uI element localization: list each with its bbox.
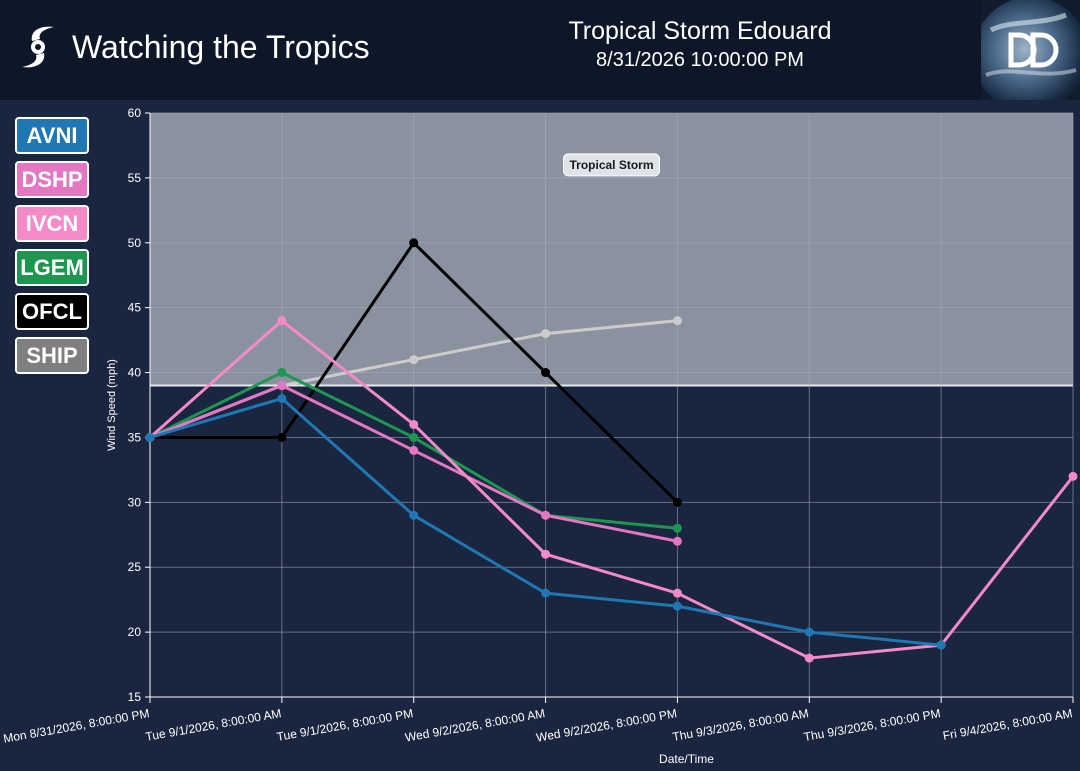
legend: AVNI DSHP IVCN LGEM OFCL SHIP xyxy=(15,117,93,381)
data-point-dshp xyxy=(409,445,419,455)
storm-info: Tropical Storm Edouard 8/31/2026 10:00:0… xyxy=(500,16,900,74)
data-point-ship xyxy=(409,355,419,365)
x-axis-title: Date/Time xyxy=(659,752,714,766)
data-point-ivcn xyxy=(1068,471,1078,481)
x-tick-label: Wed 9/2/2026, 8:00:00 AM xyxy=(404,706,546,744)
legend-button-dshp[interactable]: DSHP xyxy=(15,161,89,198)
y-tick-label: 35 xyxy=(128,430,142,444)
y-tick-label: 55 xyxy=(128,171,142,185)
y-tick-label: 30 xyxy=(128,495,142,509)
data-point-avni xyxy=(541,588,551,598)
x-tick-label: Tue 9/1/2026, 8:00:00 AM xyxy=(144,706,282,744)
data-point-avni xyxy=(936,640,946,650)
band-label: Tropical Storm xyxy=(569,158,653,172)
y-tick-label: 60 xyxy=(128,106,142,120)
series-line-ivcn xyxy=(149,319,1075,660)
data-point-lgem xyxy=(277,368,287,378)
data-point-ivcn xyxy=(409,419,419,429)
storm-name: Tropical Storm Edouard xyxy=(568,17,832,45)
data-point-ofcl xyxy=(541,368,551,378)
x-tick-label: Wed 9/2/2026, 8:00:00 PM xyxy=(535,706,678,745)
data-point-lgem xyxy=(409,432,419,442)
brand[interactable]: Watching the Tropics xyxy=(18,22,370,72)
app-title: Watching the Tropics xyxy=(72,28,370,65)
x-tick-label: Mon 8/31/2026, 8:00:00 PM xyxy=(2,706,150,746)
data-point-avni xyxy=(672,601,682,611)
y-tick-label: 15 xyxy=(128,690,142,704)
data-point-ivcn xyxy=(541,549,551,559)
y-tick-label: 45 xyxy=(128,301,142,315)
data-point-dshp xyxy=(541,510,551,520)
x-tick-label: Thu 9/3/2026, 8:00:00 AM xyxy=(671,706,809,744)
data-point-lgem xyxy=(672,523,682,533)
x-tick-label: Tue 9/1/2026, 8:00:00 PM xyxy=(276,706,415,744)
header-bar: Watching the Tropics Tropical Storm Edou… xyxy=(0,0,1080,100)
dd-logo-icon[interactable] xyxy=(981,0,1080,100)
storm-time: 8/31/2026 10:00:00 PM xyxy=(596,49,804,71)
legend-button-avni[interactable]: AVNI xyxy=(15,117,89,154)
legend-button-ship[interactable]: SHIP xyxy=(15,337,89,374)
data-point-ship xyxy=(672,316,682,326)
hurricane-icon xyxy=(22,26,54,68)
data-point-ofcl xyxy=(409,238,419,248)
data-point-ivcn xyxy=(277,316,287,326)
data-point-ofcl xyxy=(672,497,682,507)
data-point-ivcn xyxy=(804,653,814,663)
legend-button-ofcl[interactable]: OFCL xyxy=(15,293,89,330)
wind-speed-chart: 15 20 25 30 35 40 45 50 55 60 Mon 8/31/2026, 8:00:… xyxy=(2,106,1078,766)
y-tick-label: 50 xyxy=(128,236,142,250)
data-point-avni xyxy=(145,432,155,442)
data-point-avni xyxy=(409,510,419,520)
data-point-ofcl xyxy=(277,432,287,442)
data-point-avni xyxy=(277,394,287,404)
y-tick-label: 25 xyxy=(128,560,142,574)
legend-button-lgem[interactable]: LGEM xyxy=(15,249,89,286)
data-point-dshp xyxy=(277,381,287,391)
data-point-ship xyxy=(541,329,551,339)
y-tick-label: 20 xyxy=(128,625,142,639)
band-label-box xyxy=(563,153,660,177)
data-point-ivcn xyxy=(672,588,682,598)
y-axis-title: Wind Speed (mph) xyxy=(106,359,118,451)
x-tick-label: Fri 9/4/2026, 8:00:00 AM xyxy=(942,706,1074,743)
x-tick-label: Thu 9/3/2026, 8:00:00 PM xyxy=(803,706,942,744)
data-point-dshp xyxy=(672,536,682,546)
y-tick-label: 40 xyxy=(128,366,142,380)
data-point-avni xyxy=(804,627,814,637)
legend-button-ivcn[interactable]: IVCN xyxy=(15,205,89,242)
